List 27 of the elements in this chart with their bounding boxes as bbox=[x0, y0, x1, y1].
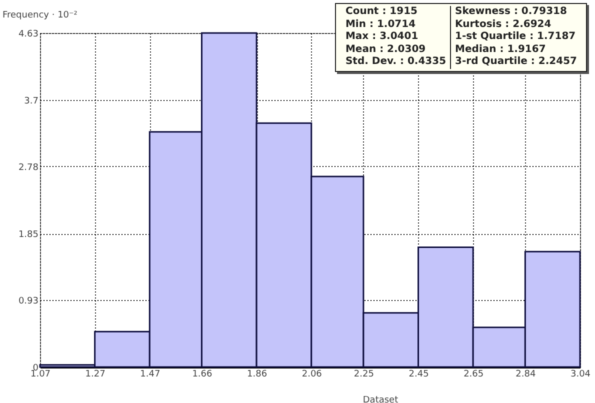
text: Skewness : 0.79318 bbox=[455, 6, 568, 18]
annotation: 1-st Quartile : 1.7187 bbox=[455, 31, 577, 44]
x-tick-label: 2.65 bbox=[464, 370, 484, 380]
y-axis-title: Frequency · 10⁻² bbox=[2, 10, 78, 20]
annotation: Median : 1.9167 bbox=[455, 44, 547, 56]
x-tick-label: 1.27 bbox=[85, 370, 106, 380]
x-tick-label: 1.86 bbox=[247, 370, 268, 380]
y-tick-label: 1.85 bbox=[18, 230, 38, 240]
x-tick-label: 1.66 bbox=[192, 370, 213, 380]
x-tick-label: 2.25 bbox=[354, 370, 374, 380]
y-tick-label: 0.93 bbox=[18, 296, 38, 306]
y-tick-label: 4.63 bbox=[18, 30, 38, 40]
annotation: Mean : 2.0309 bbox=[345, 44, 427, 56]
x-tick-label: 1.47 bbox=[140, 370, 160, 380]
x-tick-label: 3.04 bbox=[570, 370, 591, 380]
text: Count : 1915 bbox=[345, 6, 419, 18]
text: Min : 1.0714 bbox=[345, 18, 417, 31]
annotation: 3-rd Quartile : 2.2457 bbox=[455, 56, 577, 68]
y-tick-label: 3.7 bbox=[24, 96, 38, 107]
text: Kurtosis : 2.6924 bbox=[455, 18, 552, 31]
annotation: Std. Dev. : 0.4335 bbox=[345, 56, 446, 68]
x-tick-label: 2.06 bbox=[302, 370, 322, 380]
annotation: Max : 3.0401 bbox=[345, 31, 420, 44]
x-tick-label: 2.45 bbox=[408, 370, 429, 380]
x-tick-label: 2.84 bbox=[516, 370, 536, 380]
y-tick-label: 2.78 bbox=[18, 162, 39, 173]
x-axis-title: Dataset bbox=[362, 396, 399, 403]
